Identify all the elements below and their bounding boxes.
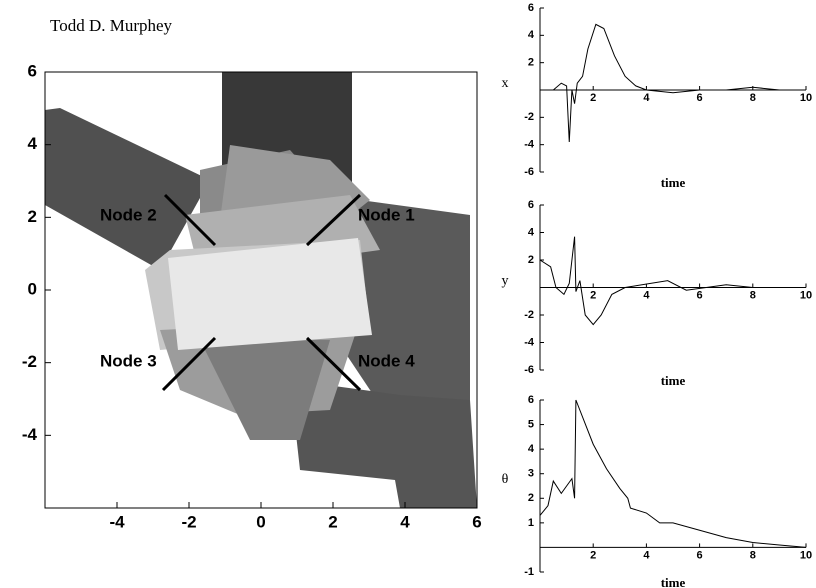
x-tick-label: 2 <box>328 512 337 531</box>
y-axis-title: θ <box>502 472 509 487</box>
y-tick-label: -2 <box>524 309 534 321</box>
x-axis-title: time <box>661 175 686 190</box>
line <box>539 236 806 326</box>
y-tick-label: -1 <box>524 566 534 578</box>
line <box>540 23 806 142</box>
x-tick-label: -4 <box>109 512 125 531</box>
x-tick-label: 8 <box>750 289 756 301</box>
y-tick-label: -4 <box>524 336 535 348</box>
y-tick-label: 6 <box>528 2 534 14</box>
x-tick-label: 2 <box>590 549 596 561</box>
x-tick-label: 6 <box>697 289 703 301</box>
y-tick-label: 6 <box>28 61 37 80</box>
y-tick-label: 2 <box>528 57 534 69</box>
x-tick-label: 0 <box>256 512 265 531</box>
node-label: Node 2 <box>100 205 157 224</box>
y-tick-label: 4 <box>28 134 38 153</box>
node-line <box>161 336 217 392</box>
x-tick-label: 10 <box>800 92 812 104</box>
x-tick-label: 10 <box>800 289 812 301</box>
y-tick-label: 6 <box>528 199 534 211</box>
y-tick-label: 4 <box>528 226 535 238</box>
y-tick-label: 6 <box>528 394 534 406</box>
y-tick-label: 4 <box>528 29 535 41</box>
y-tick-label: -6 <box>524 364 534 376</box>
x-tick-label: 6 <box>697 92 703 104</box>
line <box>539 399 807 548</box>
shape <box>290 380 477 508</box>
y-axis-title: x <box>502 76 509 91</box>
x-tick-label: -2 <box>181 512 196 531</box>
configuration-shapes <box>44 71 478 509</box>
node-label: Node 1 <box>358 205 415 224</box>
y-tick-label: -4 <box>22 425 38 444</box>
x-axis-title: time <box>661 575 686 588</box>
y-tick-label: 2 <box>528 492 534 504</box>
x-tick-label: 2 <box>590 92 596 104</box>
y-tick-label: 3 <box>528 468 534 480</box>
y-tick-label: -2 <box>22 352 37 371</box>
y-tick-label: 2 <box>28 207 37 226</box>
x-tick-label: 4 <box>643 549 650 561</box>
y-tick-label: 5 <box>528 418 534 430</box>
x-axis-title: time <box>661 373 686 388</box>
author: Todd D. Murphey <box>50 16 173 35</box>
shape <box>45 108 210 270</box>
x-tick-label: 10 <box>800 549 812 561</box>
node-line <box>305 193 362 247</box>
x-tick-label: 4 <box>643 289 650 301</box>
x-tick-label: 6 <box>697 549 703 561</box>
x-tick-label: 4 <box>643 92 650 104</box>
x-tick-label: 4 <box>400 512 410 531</box>
x-tick-label: 2 <box>590 289 596 301</box>
y-tick-label: -6 <box>524 166 534 178</box>
node-label: Node 3 <box>100 351 157 370</box>
x-tick-label: 8 <box>750 549 756 561</box>
x-tick-label: 8 <box>750 92 756 104</box>
y-tick-label: 2 <box>528 254 534 266</box>
y-tick-label: 4 <box>528 443 535 455</box>
node-label: Node 4 <box>358 351 415 370</box>
shape <box>168 238 372 350</box>
y-tick-label: -4 <box>524 139 535 151</box>
x-tick-label: 6 <box>472 512 481 531</box>
y-tick-label: 1 <box>528 517 534 529</box>
node-line <box>163 193 217 247</box>
y-tick-label: 0 <box>28 279 37 298</box>
shape <box>200 340 330 440</box>
node-line <box>305 336 362 392</box>
y-axis-title: y <box>502 274 509 289</box>
y-tick-label: -2 <box>524 111 534 123</box>
